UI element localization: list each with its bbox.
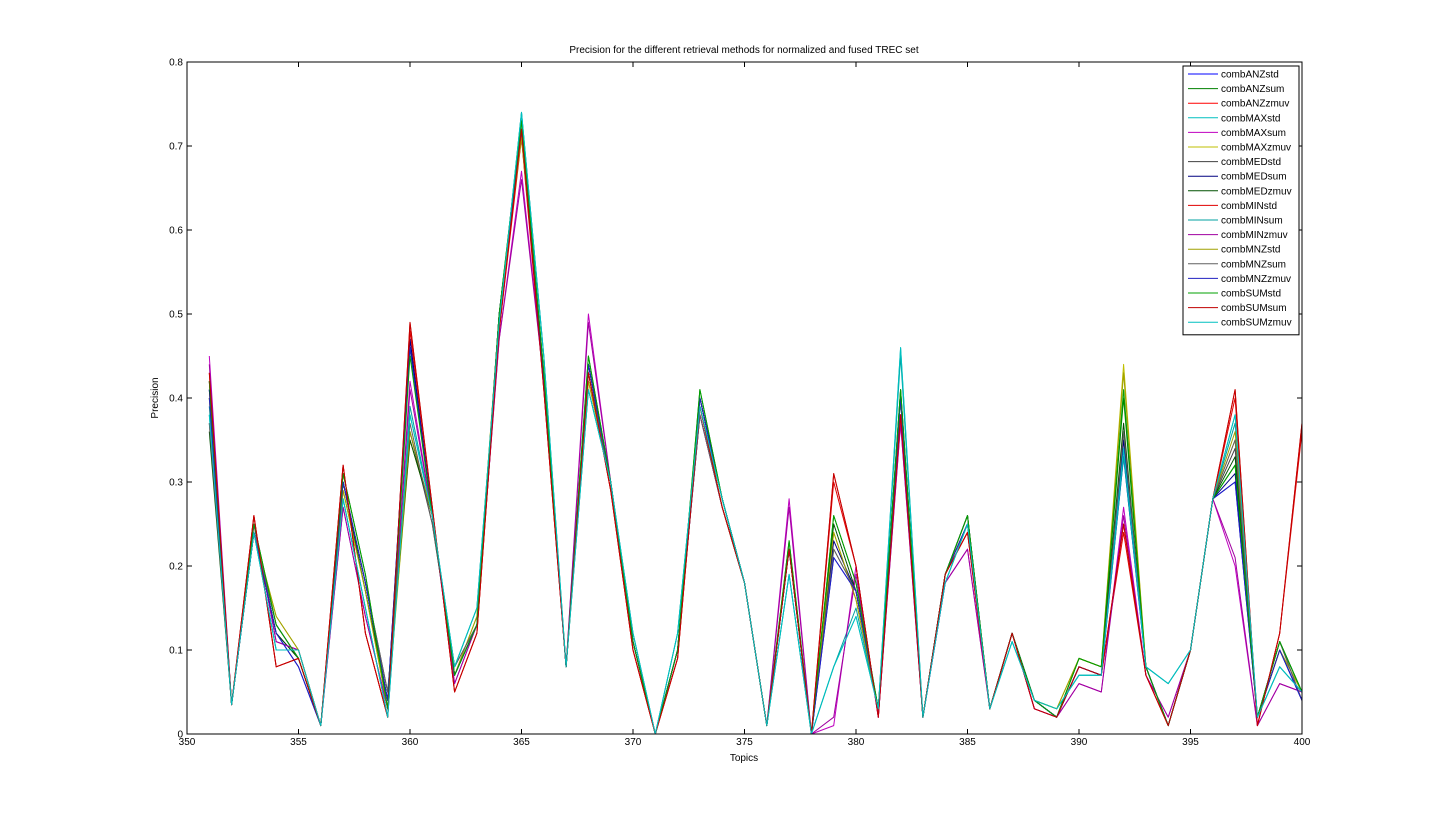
- legend-label: combMINsum: [1221, 216, 1283, 227]
- x-tick-label: 395: [1182, 737, 1199, 748]
- axes-layer: 350 355 360 365 370 375 380 385 390 395 400 0 0.1 0.2…: [169, 58, 1311, 749]
- x-tick-label: 390: [1071, 737, 1088, 748]
- x-tick-label: 385: [959, 737, 976, 748]
- y-axis-label: Precision: [150, 377, 161, 418]
- legend-label: combMAXzmuv: [1221, 143, 1291, 154]
- y-tick-label: 0: [177, 730, 183, 741]
- x-tick-label: 380: [848, 737, 865, 748]
- y-tick-label: 0.8: [169, 58, 183, 69]
- series-line-combSUMzmuv: [208, 111, 1303, 735]
- y-tick-label: 0.4: [169, 394, 183, 405]
- legend-label: combSUMzmuv: [1221, 318, 1292, 329]
- y-tick-label: 0.1: [169, 646, 183, 657]
- series-line-combMNZsum: [208, 128, 1303, 735]
- legend-label: combMEDsum: [1221, 172, 1287, 183]
- series-line-combSUMsum: [208, 128, 1303, 735]
- series-line-combANZstd: [208, 128, 1303, 735]
- series-line-combANZzmuv: [208, 128, 1303, 735]
- x-tick-label: 370: [625, 737, 642, 748]
- legend-label: combMEDstd: [1221, 157, 1281, 168]
- x-tick-label: 375: [736, 737, 753, 748]
- series-line-combMEDzmuv: [208, 128, 1303, 735]
- series-line-combANZsum: [208, 120, 1303, 735]
- series-line-combMINzmuv: [208, 179, 1303, 735]
- y-tick-label: 0.5: [169, 310, 183, 321]
- x-tick-label: 365: [513, 737, 530, 748]
- y-tick-label: 0.7: [169, 142, 183, 153]
- legend-label: combANZzmuv: [1221, 99, 1289, 110]
- series-line-combMNZzmuv: [208, 128, 1303, 735]
- plot-frame: [186, 61, 1303, 735]
- series-line-combMEDstd: [208, 128, 1303, 735]
- legend-label: combMINzmuv: [1221, 230, 1288, 241]
- legend-label: combANZsum: [1221, 84, 1284, 95]
- legend-box: [1182, 65, 1300, 336]
- chart-title: Precision for the different retrieval me…: [569, 45, 918, 56]
- x-axis-label: Topics: [730, 753, 758, 764]
- legend-label: combMEDzmuv: [1221, 186, 1292, 197]
- legend-label: combMNZstd: [1221, 245, 1280, 256]
- y-tick-label: 0.6: [169, 226, 183, 237]
- legend: combANZstd combANZsum combANZzmuv combMAXst…: [1182, 65, 1300, 336]
- legend-label: combSUMsum: [1221, 303, 1287, 314]
- series-line-combMEDsum: [208, 128, 1303, 735]
- legend-label: combANZstd: [1221, 70, 1279, 81]
- x-tick-label: 355: [290, 737, 307, 748]
- legend-label: combMNZzmuv: [1221, 274, 1291, 285]
- series-line-combMINsum: [208, 111, 1303, 735]
- series-layer: [208, 111, 1303, 735]
- series-line-combMAXstd: [208, 111, 1303, 735]
- x-tick-label: 400: [1294, 737, 1311, 748]
- legend-label: combMNZsum: [1221, 259, 1286, 270]
- legend-label: combSUMstd: [1221, 289, 1281, 300]
- y-tick-label: 0.3: [169, 478, 183, 489]
- series-line-combSUMstd: [208, 120, 1303, 735]
- legend-label: combMAXsum: [1221, 128, 1286, 139]
- x-tick-label: 360: [402, 737, 419, 748]
- y-tick-label: 0.2: [169, 562, 183, 573]
- legend-label: combMINstd: [1221, 201, 1277, 212]
- legend-label: combMAXstd: [1221, 113, 1280, 124]
- x-tick-label: 350: [179, 737, 196, 748]
